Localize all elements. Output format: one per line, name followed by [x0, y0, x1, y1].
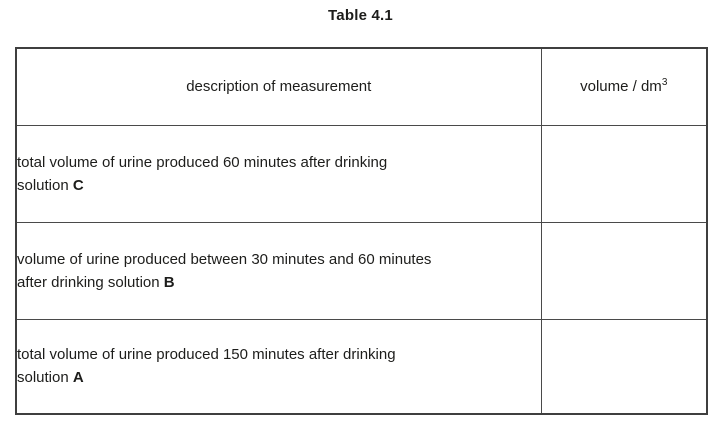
- description-line1: volume of urine produced between 30 minu…: [17, 250, 432, 268]
- volume-answer-cell: [540, 221, 708, 320]
- description-line2: solution: [17, 176, 73, 194]
- table-title: Table 4.1: [328, 7, 393, 24]
- table-row: total volume of urine produced 60 minute…: [15, 124, 708, 223]
- volume-answer-cell: [540, 124, 708, 223]
- column-header-volume: volume / dm3: [540, 47, 708, 126]
- solution-label: C: [72, 176, 84, 194]
- description-cell: volume of urine produced between 30 minu…: [15, 221, 542, 320]
- table-row: total volume of urine produced 150 minut…: [15, 318, 708, 415]
- table-header-row: description of measurement volume / dm3: [15, 47, 708, 126]
- description-cell: total volume of urine produced 60 minute…: [15, 124, 542, 223]
- description-cell: total volume of urine produced 150 minut…: [15, 318, 542, 415]
- solution-label: A: [72, 369, 84, 387]
- table-row: volume of urine produced between 30 minu…: [15, 221, 708, 320]
- volume-unit-text: volume / dm: [580, 78, 662, 96]
- volume-answer-cell: [540, 318, 708, 415]
- volume-unit-exponent: 3: [661, 77, 668, 89]
- description-line1: total volume of urine produced 60 minute…: [17, 153, 388, 171]
- description-line2: after drinking solution: [17, 273, 164, 291]
- column-header-description: description of measurement: [15, 47, 542, 126]
- solution-label: B: [163, 273, 175, 291]
- measurement-table: description of measurement volume / dm3 …: [15, 47, 708, 415]
- description-line2: solution: [17, 369, 73, 387]
- description-line1: total volume of urine produced 150 minut…: [17, 346, 396, 364]
